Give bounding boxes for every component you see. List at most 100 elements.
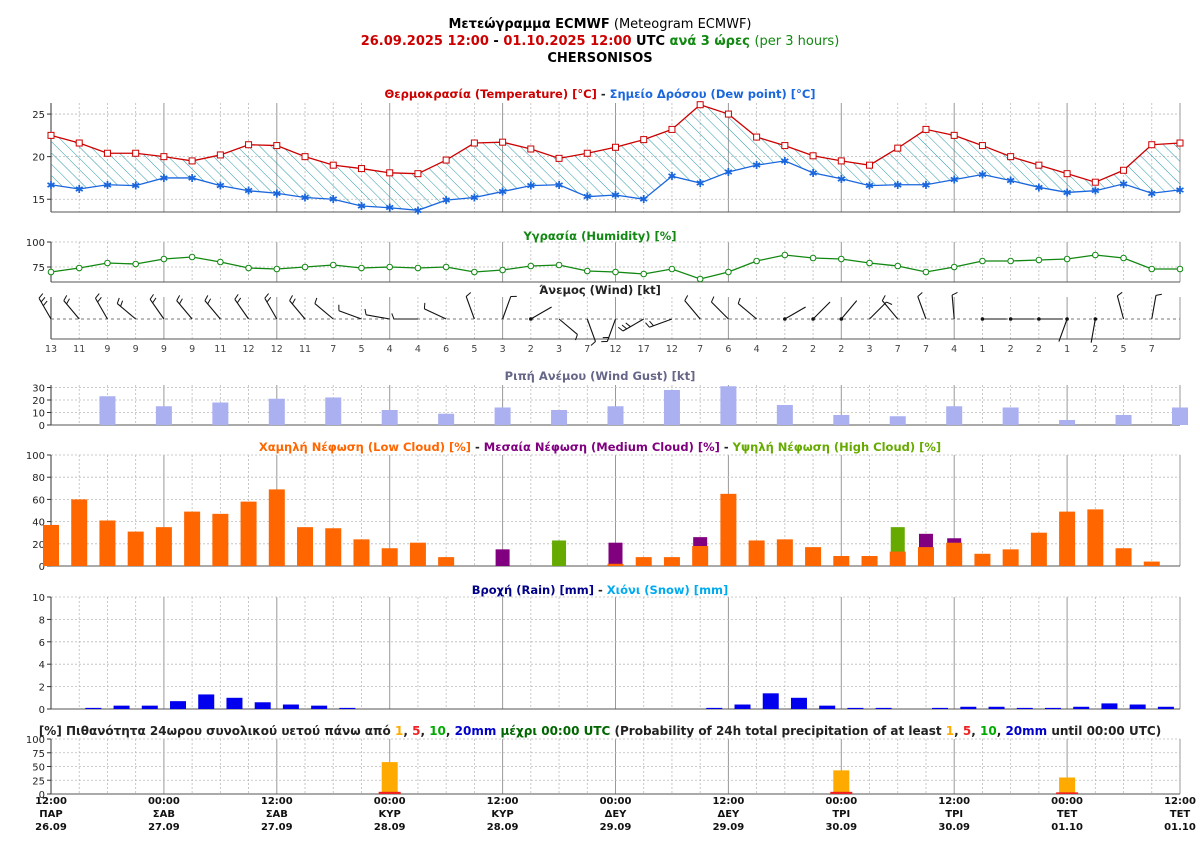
temperature-point: [724, 110, 732, 118]
humidity-point: [640, 270, 648, 278]
prob-title-part: 10: [429, 724, 446, 738]
low-cloud-bar: [1143, 561, 1160, 566]
prob-bar-p5: [378, 791, 401, 794]
gust-bar: [1172, 407, 1188, 425]
temperature-point: [301, 153, 309, 161]
rain-bar: [113, 705, 130, 709]
rain-bar: [339, 707, 356, 709]
wind-title-part: Άνεμος (Wind) [kt]: [539, 283, 661, 297]
temperature-point: [950, 131, 958, 139]
wind-speed-label: 3: [500, 344, 506, 355]
wind-speed-label: 12: [271, 344, 283, 355]
wind-barb: [684, 300, 701, 320]
prob-title-part: 20mm: [1005, 724, 1047, 738]
prob-title-part: until 00:00 UTC): [1047, 724, 1161, 738]
low-cloud-bar: [212, 513, 229, 566]
humidity-point: [188, 253, 196, 261]
wind-barb-feather: [97, 296, 102, 303]
wind-calm-dot: [529, 317, 533, 321]
wind-barb-feather: [951, 292, 958, 296]
dewpoint-point: ✱: [583, 191, 592, 204]
wind-speed-label: 5: [1121, 344, 1127, 355]
x-tick-day: ΤΡΙ: [832, 809, 850, 820]
low-cloud-bar: [889, 551, 906, 566]
date-to: 01.10.2025 12:00: [503, 34, 632, 49]
wind-barb: [1151, 295, 1157, 320]
gust-bar: [494, 407, 511, 425]
wind-barb-feather: [314, 297, 318, 304]
temperature-point: [1007, 153, 1015, 161]
wind-barb-feather: [179, 298, 183, 305]
wind-barb-feather: [364, 308, 367, 315]
low-cloud-bar: [43, 524, 59, 566]
humidity-point: [979, 257, 986, 265]
dewpoint-point: ✱: [470, 192, 479, 205]
x-tick-day: ΔΕΥ: [717, 809, 740, 820]
prob-title-part: ,: [997, 724, 1006, 738]
low-cloud-bar: [325, 528, 342, 566]
temperature-point: [499, 138, 507, 146]
dewpoint-point: ✱: [1062, 186, 1071, 199]
wind-speed-label: 2: [1008, 344, 1014, 355]
wind-speed-label: 12: [666, 344, 678, 355]
wind-speed-label: 2: [810, 344, 816, 355]
wind-barb-feather: [204, 295, 209, 301]
x-tick-time: 12:00: [487, 796, 519, 807]
low-cloud-bar: [127, 531, 144, 566]
low-cloud-bar: [1059, 511, 1076, 566]
wind-barb: [365, 314, 390, 320]
wind-speed-label: 17: [638, 344, 650, 355]
gust-bar: [438, 413, 455, 425]
humidity-point: [1007, 257, 1014, 265]
date-from: 26.09.2025 12:00: [360, 34, 489, 49]
wind-calm-dot: [980, 317, 985, 321]
low-cloud-bar: [805, 547, 822, 566]
wind-barb-feather: [645, 322, 650, 328]
humidity-point: [555, 261, 563, 269]
prob-title-part: ,: [420, 724, 429, 738]
gust-title: Ριπή Ανέμου (Wind Gust) [kt]: [505, 369, 696, 383]
low-cloud-bar: [1030, 532, 1047, 566]
humidity-point: [358, 264, 365, 272]
wind-speed-label: 2: [838, 344, 844, 355]
low-cloud-bar: [353, 539, 370, 566]
prob-title-part: 1: [395, 724, 403, 738]
humidity-point: [1120, 254, 1127, 262]
wind-barb: [737, 303, 757, 320]
temperature-point: [1091, 178, 1099, 186]
wind-barb: [314, 303, 334, 320]
wind-barb: [869, 301, 887, 320]
wind-speed-label: 13: [45, 344, 57, 355]
wind-barb: [951, 295, 955, 320]
x-tick-day: ΠΑΡ: [39, 809, 62, 820]
rain-ytick-label: 0: [39, 705, 45, 716]
rain-bar: [1073, 706, 1090, 709]
low-cloud-bar: [1115, 548, 1132, 566]
gust-title-part: Ριπή Ανέμου (Wind Gust) [kt]: [505, 369, 696, 383]
dewpoint-point: ✱: [837, 173, 846, 186]
temperature-point: [978, 142, 986, 150]
prob-grid: 0 25 50 75 100: [26, 735, 1181, 801]
humidity-point: [329, 261, 337, 269]
temperature-point: [1035, 161, 1043, 169]
x-tick-time: 00:00: [374, 796, 406, 807]
x-tick-time: 00:00: [1051, 796, 1083, 807]
gust-bar: [1115, 415, 1132, 425]
temperature-point: [160, 153, 168, 161]
prob-title-part: 20mm: [455, 724, 497, 738]
temperature-point: [132, 149, 140, 157]
high-cloud-bar: [552, 540, 567, 566]
wind-barb: [264, 297, 278, 320]
cloud-title-part: Χαμηλή Νέφωση (Low Cloud) [%]: [259, 440, 471, 454]
prob-bar-p1: [381, 762, 398, 794]
dewpoint-point: ✱: [1119, 178, 1128, 191]
wind-speed-label: 2: [782, 344, 788, 355]
low-cloud-bar: [720, 493, 737, 566]
wind-speed-label: 4: [754, 344, 760, 355]
dewpoint-point: ✱: [526, 180, 535, 193]
rain-bar: [734, 704, 751, 709]
rain-ytick-label: 6: [39, 638, 45, 649]
x-tick-date: 26.09: [35, 822, 67, 833]
wind-speed-label: 12: [243, 344, 255, 355]
humidity-point: [1176, 265, 1184, 273]
